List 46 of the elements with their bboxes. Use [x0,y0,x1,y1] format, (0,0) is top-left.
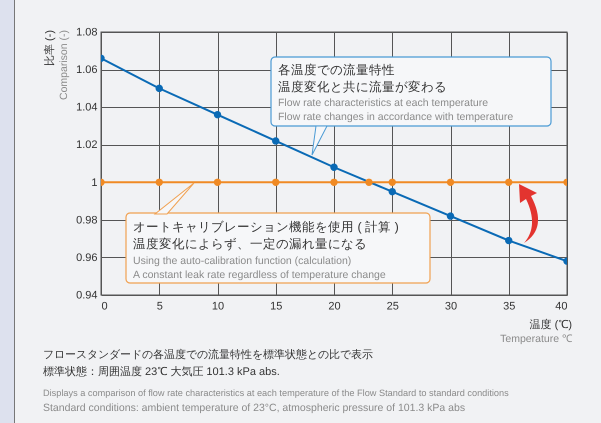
x-tick-label: 15 [270,300,282,312]
x-tick-label: 5 [156,300,163,312]
y-tick-label: 0.94 [76,290,98,302]
annotation: オートキャリブレーション機能を使用 ( 計算 ) [133,220,399,234]
annotation: 各温度での流量特性 [278,62,395,77]
text: フロースタンダードの各温度での流量特性を標準状態との比で表示 [43,348,373,361]
x-tick-label: 35 [503,300,516,312]
annotation: A constant leak rate regardless of temperature change [133,269,386,281]
x-axis-title: 温度 (℃) Temperature ℃ [500,318,573,345]
y-tick-label: 1.06 [76,64,98,76]
y-tick-label: 1.08 [76,26,98,38]
point [446,178,454,186]
point [365,178,373,186]
point [272,178,280,186]
x-tick-label: 0 [102,300,108,312]
x-tick-label: 30 [444,300,458,312]
x-tick-label: 40 [555,300,568,312]
x-tick-label: 25 [386,300,399,312]
y-tick-label: 1.02 [76,139,98,152]
text: Displays a comparison of flow rate characteristics at each temperature of the Flow Standard to standard conditions [43,388,510,398]
annotation: Flow rate changes in accordance with temperature [278,111,514,123]
point [330,164,338,171]
y-tick-label: 1.04 [76,102,98,114]
point [446,212,454,220]
x-tick-label: 20 [328,300,341,312]
point [505,178,512,186]
x-tick-label: 10 [212,300,224,312]
y-tick-label: 1 [91,176,98,189]
point [272,137,280,145]
annotation: 温度変化によらず、一定の漏れ量になる [133,236,367,251]
annotation: Using the auto-calibration function (calculation) [133,255,352,267]
y-tick-label: 0.98 [76,214,98,226]
text: 標準状態：周囲温度 23℃ 大気圧 101.3 kPa abs. [43,365,280,378]
point [330,178,338,186]
text: Standard conditions: ambient temperature of 23°C, atmospheric pressure of 101.3 kPa abs [43,402,466,414]
point [388,178,396,186]
point [156,178,163,186]
point [505,236,512,244]
point [156,84,163,92]
y-tick-label: 0.96 [76,252,98,264]
point [214,110,222,118]
y-axis-title: 比率 (-) Comparison (-) [43,30,70,100]
point [214,178,222,186]
annotation: Flow rate characteristics at each temperature [278,97,488,109]
annotation: 温度変化と共に流量が変わる [278,79,447,94]
point [388,188,396,196]
